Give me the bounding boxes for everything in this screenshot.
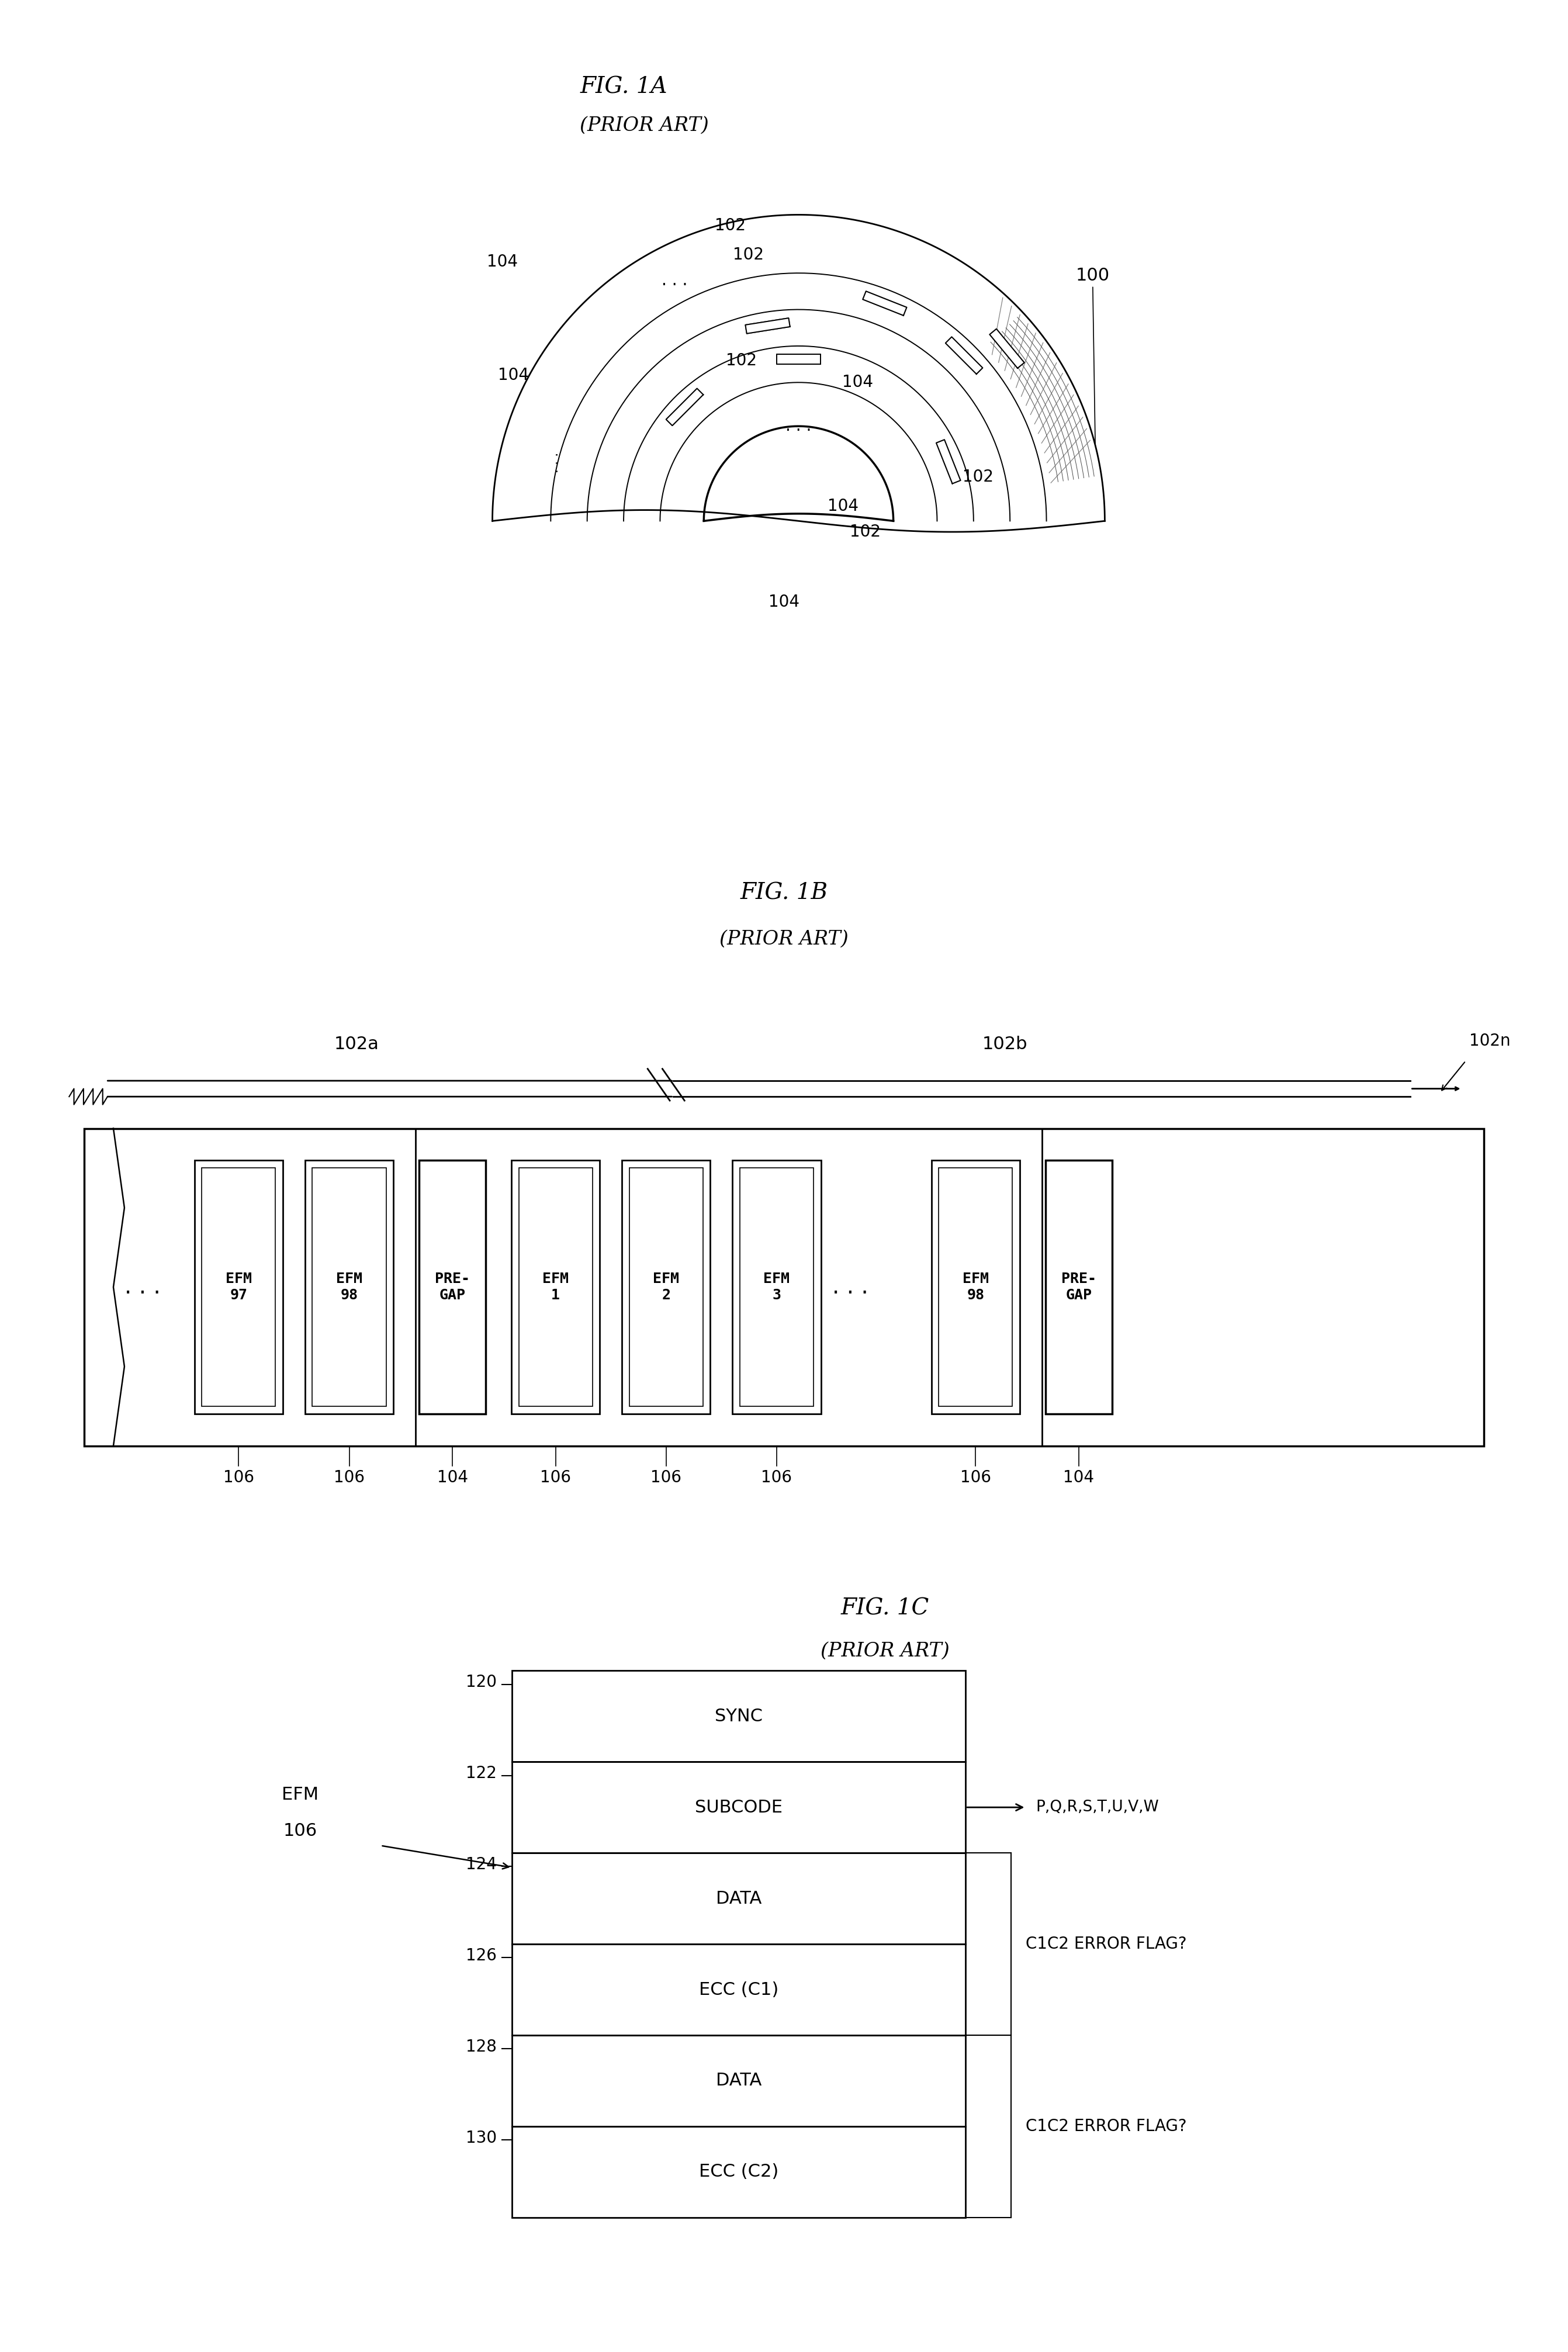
- Text: 106: 106: [284, 1823, 317, 1839]
- Text: EFM
2: EFM 2: [652, 1272, 679, 1303]
- Text: 102: 102: [732, 247, 764, 263]
- Text: EFM: EFM: [282, 1785, 318, 1804]
- Text: 102: 102: [726, 353, 757, 369]
- Bar: [202, 1169, 276, 1406]
- Text: 106: 106: [960, 1470, 991, 1486]
- Text: 106: 106: [760, 1470, 792, 1486]
- Bar: [511, 1160, 599, 1414]
- Bar: [629, 1169, 702, 1406]
- Text: SYNC: SYNC: [715, 1708, 762, 1724]
- Text: 102n: 102n: [1469, 1033, 1510, 1049]
- Text: ECC (C2): ECC (C2): [699, 2164, 778, 2180]
- Bar: [304, 1160, 394, 1414]
- Text: P,Q,R,S,T,U,V,W: P,Q,R,S,T,U,V,W: [1036, 1799, 1159, 1816]
- Text: EFM
98: EFM 98: [336, 1272, 362, 1303]
- Bar: [511, 1945, 966, 2034]
- Text: 102: 102: [715, 216, 746, 233]
- Text: PRE-
GAP: PRE- GAP: [1062, 1272, 1096, 1303]
- Text: 106: 106: [223, 1470, 254, 1486]
- Bar: [931, 1160, 1019, 1414]
- Bar: [419, 1160, 486, 1414]
- Bar: [519, 1169, 593, 1406]
- Text: 100: 100: [1076, 266, 1110, 445]
- Text: 104: 104: [499, 367, 528, 383]
- Text: 102: 102: [850, 524, 881, 541]
- Text: FIG. 1C: FIG. 1C: [840, 1597, 928, 1618]
- Text: C1C2 ERROR FLAG?: C1C2 ERROR FLAG?: [1025, 2119, 1187, 2136]
- Bar: [740, 1169, 814, 1406]
- Text: EFM
1: EFM 1: [543, 1272, 569, 1303]
- Text: . . .: . . .: [125, 1277, 162, 1298]
- Text: 104: 104: [768, 593, 800, 609]
- Text: DATA: DATA: [715, 1891, 762, 1907]
- Text: EFM
98: EFM 98: [963, 1272, 989, 1303]
- Bar: [511, 2034, 966, 2126]
- Bar: [1046, 1160, 1112, 1414]
- Text: 120: 120: [466, 1675, 497, 1691]
- Text: SUBCODE: SUBCODE: [695, 1799, 782, 1816]
- Bar: [85, 1129, 1483, 1446]
- Text: 104: 104: [842, 374, 873, 390]
- Bar: [511, 1762, 966, 1853]
- Text: 126: 126: [466, 1947, 497, 1964]
- Polygon shape: [989, 329, 1024, 369]
- Text: . . .: . . .: [786, 419, 812, 435]
- Text: 104: 104: [437, 1470, 467, 1486]
- Text: 104: 104: [828, 499, 859, 515]
- Text: FIG. 1A: FIG. 1A: [580, 75, 668, 99]
- Bar: [511, 2126, 966, 2218]
- Text: (PRIOR ART): (PRIOR ART): [820, 1642, 949, 1661]
- Bar: [194, 1160, 282, 1414]
- Polygon shape: [745, 318, 790, 334]
- Text: . . .: . . .: [549, 452, 560, 473]
- Polygon shape: [666, 388, 702, 426]
- Text: EFM
97: EFM 97: [226, 1272, 252, 1303]
- Text: 104: 104: [488, 254, 517, 270]
- Text: ECC (C1): ECC (C1): [699, 1980, 778, 1999]
- Text: 102a: 102a: [334, 1035, 379, 1054]
- Text: 102: 102: [963, 468, 994, 485]
- Bar: [939, 1169, 1013, 1406]
- Bar: [732, 1160, 822, 1414]
- Text: 106: 106: [539, 1470, 571, 1486]
- Text: (PRIOR ART): (PRIOR ART): [720, 929, 848, 948]
- Polygon shape: [946, 336, 983, 374]
- Bar: [622, 1160, 710, 1414]
- Text: DATA: DATA: [715, 2072, 762, 2089]
- Text: 124: 124: [466, 1856, 497, 1872]
- Text: PRE-
GAP: PRE- GAP: [434, 1272, 470, 1303]
- Text: EFM
3: EFM 3: [764, 1272, 790, 1303]
- Text: 106: 106: [334, 1470, 365, 1486]
- Text: 122: 122: [466, 1766, 497, 1783]
- Text: 102b: 102b: [983, 1035, 1027, 1054]
- Text: 104: 104: [1063, 1470, 1094, 1486]
- Text: FIG. 1B: FIG. 1B: [740, 882, 828, 903]
- Text: 106: 106: [651, 1470, 682, 1486]
- Text: 130: 130: [466, 2131, 497, 2147]
- Text: 128: 128: [466, 2039, 497, 2056]
- Text: . . .: . . .: [662, 273, 688, 289]
- Bar: [511, 1853, 966, 1945]
- Text: . . .: . . .: [833, 1277, 869, 1298]
- Text: (PRIOR ART): (PRIOR ART): [580, 115, 709, 134]
- Text: C1C2 ERROR FLAG?: C1C2 ERROR FLAG?: [1025, 1936, 1187, 1952]
- Polygon shape: [776, 355, 820, 365]
- Polygon shape: [936, 440, 961, 485]
- Bar: [511, 1670, 966, 1762]
- Bar: [312, 1169, 386, 1406]
- Polygon shape: [862, 292, 906, 315]
